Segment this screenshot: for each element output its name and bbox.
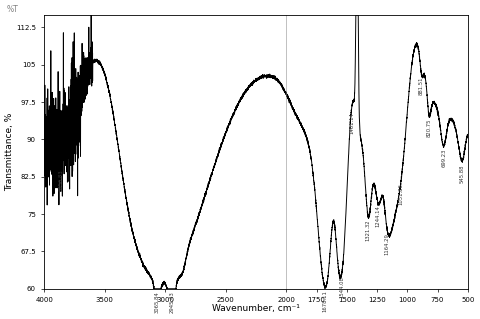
Text: 1461.14: 1461.14 bbox=[349, 112, 354, 134]
Text: 1321.32: 1321.32 bbox=[366, 219, 371, 241]
Text: 881.51: 881.51 bbox=[419, 77, 424, 95]
Text: 3065.84: 3065.84 bbox=[155, 292, 160, 313]
Text: 699.23: 699.23 bbox=[441, 149, 446, 167]
Text: 3856.83: 3856.83 bbox=[59, 169, 64, 191]
Text: 2945.43: 2945.43 bbox=[169, 292, 174, 313]
Text: 1678.11: 1678.11 bbox=[323, 290, 328, 312]
X-axis label: Wavenumber, cm⁻¹: Wavenumber, cm⁻¹ bbox=[212, 304, 300, 314]
Text: 545.88: 545.88 bbox=[460, 164, 465, 182]
Text: 1051.86: 1051.86 bbox=[398, 184, 404, 205]
Text: 1244.14: 1244.14 bbox=[375, 205, 380, 226]
Text: 820.75: 820.75 bbox=[426, 118, 432, 137]
Text: 1164.29: 1164.29 bbox=[385, 233, 390, 255]
Text: %T: %T bbox=[6, 5, 18, 14]
Y-axis label: Transmittance, %: Transmittance, % bbox=[6, 113, 14, 191]
Text: 1544.08: 1544.08 bbox=[339, 277, 344, 298]
